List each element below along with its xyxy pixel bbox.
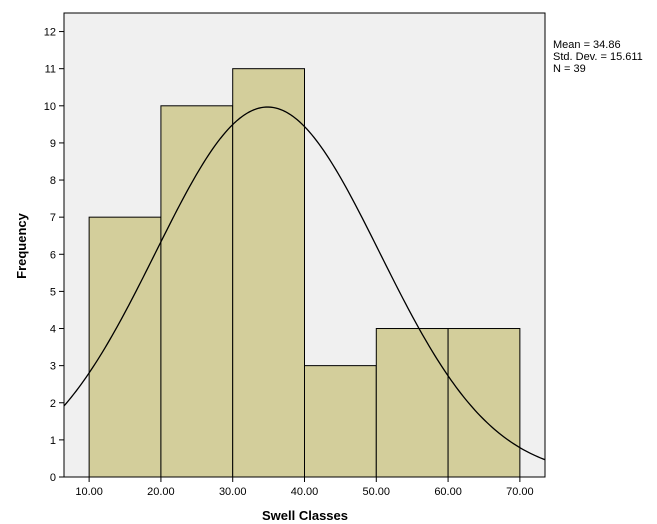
x-tick-label: 40.00 (291, 486, 319, 498)
y-axis-title: Frequency (14, 212, 29, 279)
normal-curve (63, 106, 546, 461)
y-tick-label: 9 (50, 138, 56, 150)
x-tick-label: 20.00 (147, 486, 175, 498)
histogram-bar (375, 328, 449, 478)
histogram-bar (447, 328, 521, 478)
y-tick-label: 8 (50, 175, 56, 187)
histogram-bar (160, 105, 234, 478)
y-tick-label: 4 (50, 324, 56, 336)
x-axis-title: Swell Classes (262, 508, 348, 523)
stats-n: N = 39 (553, 63, 586, 75)
stats-mean: Mean = 34.86 (553, 39, 621, 51)
bars (88, 68, 521, 478)
y-tick-label: 10 (44, 101, 56, 113)
x-axis: 10.00 20.00 30.00 40.00 50.00 60.00 70.00 (75, 477, 534, 498)
histogram-bar (232, 68, 305, 478)
stats-box: Mean = 34.86 Std. Dev. = 15.611 N = 39 (553, 39, 643, 75)
y-tick-label: 2 (50, 398, 56, 410)
y-tick-label: 3 (50, 361, 56, 373)
x-tick-label: 60.00 (434, 486, 462, 498)
y-tick-label: 5 (50, 286, 56, 298)
histogram-bar (88, 216, 162, 478)
histogram-bar (304, 365, 377, 478)
x-tick-label: 70.00 (506, 486, 534, 498)
y-tick-label: 0 (50, 472, 56, 484)
y-tick-label: 12 (44, 27, 56, 39)
y-tick-label: 11 (45, 64, 56, 76)
y-tick-label: 1 (50, 435, 56, 447)
x-tick-label: 30.00 (219, 486, 247, 498)
y-tick-label: 6 (50, 249, 56, 261)
x-tick-label: 50.00 (363, 486, 391, 498)
y-tick-label: 7 (50, 212, 56, 224)
stats-std-dev: Std. Dev. = 15.611 (553, 51, 643, 63)
x-tick-label: 10.00 (75, 486, 103, 498)
